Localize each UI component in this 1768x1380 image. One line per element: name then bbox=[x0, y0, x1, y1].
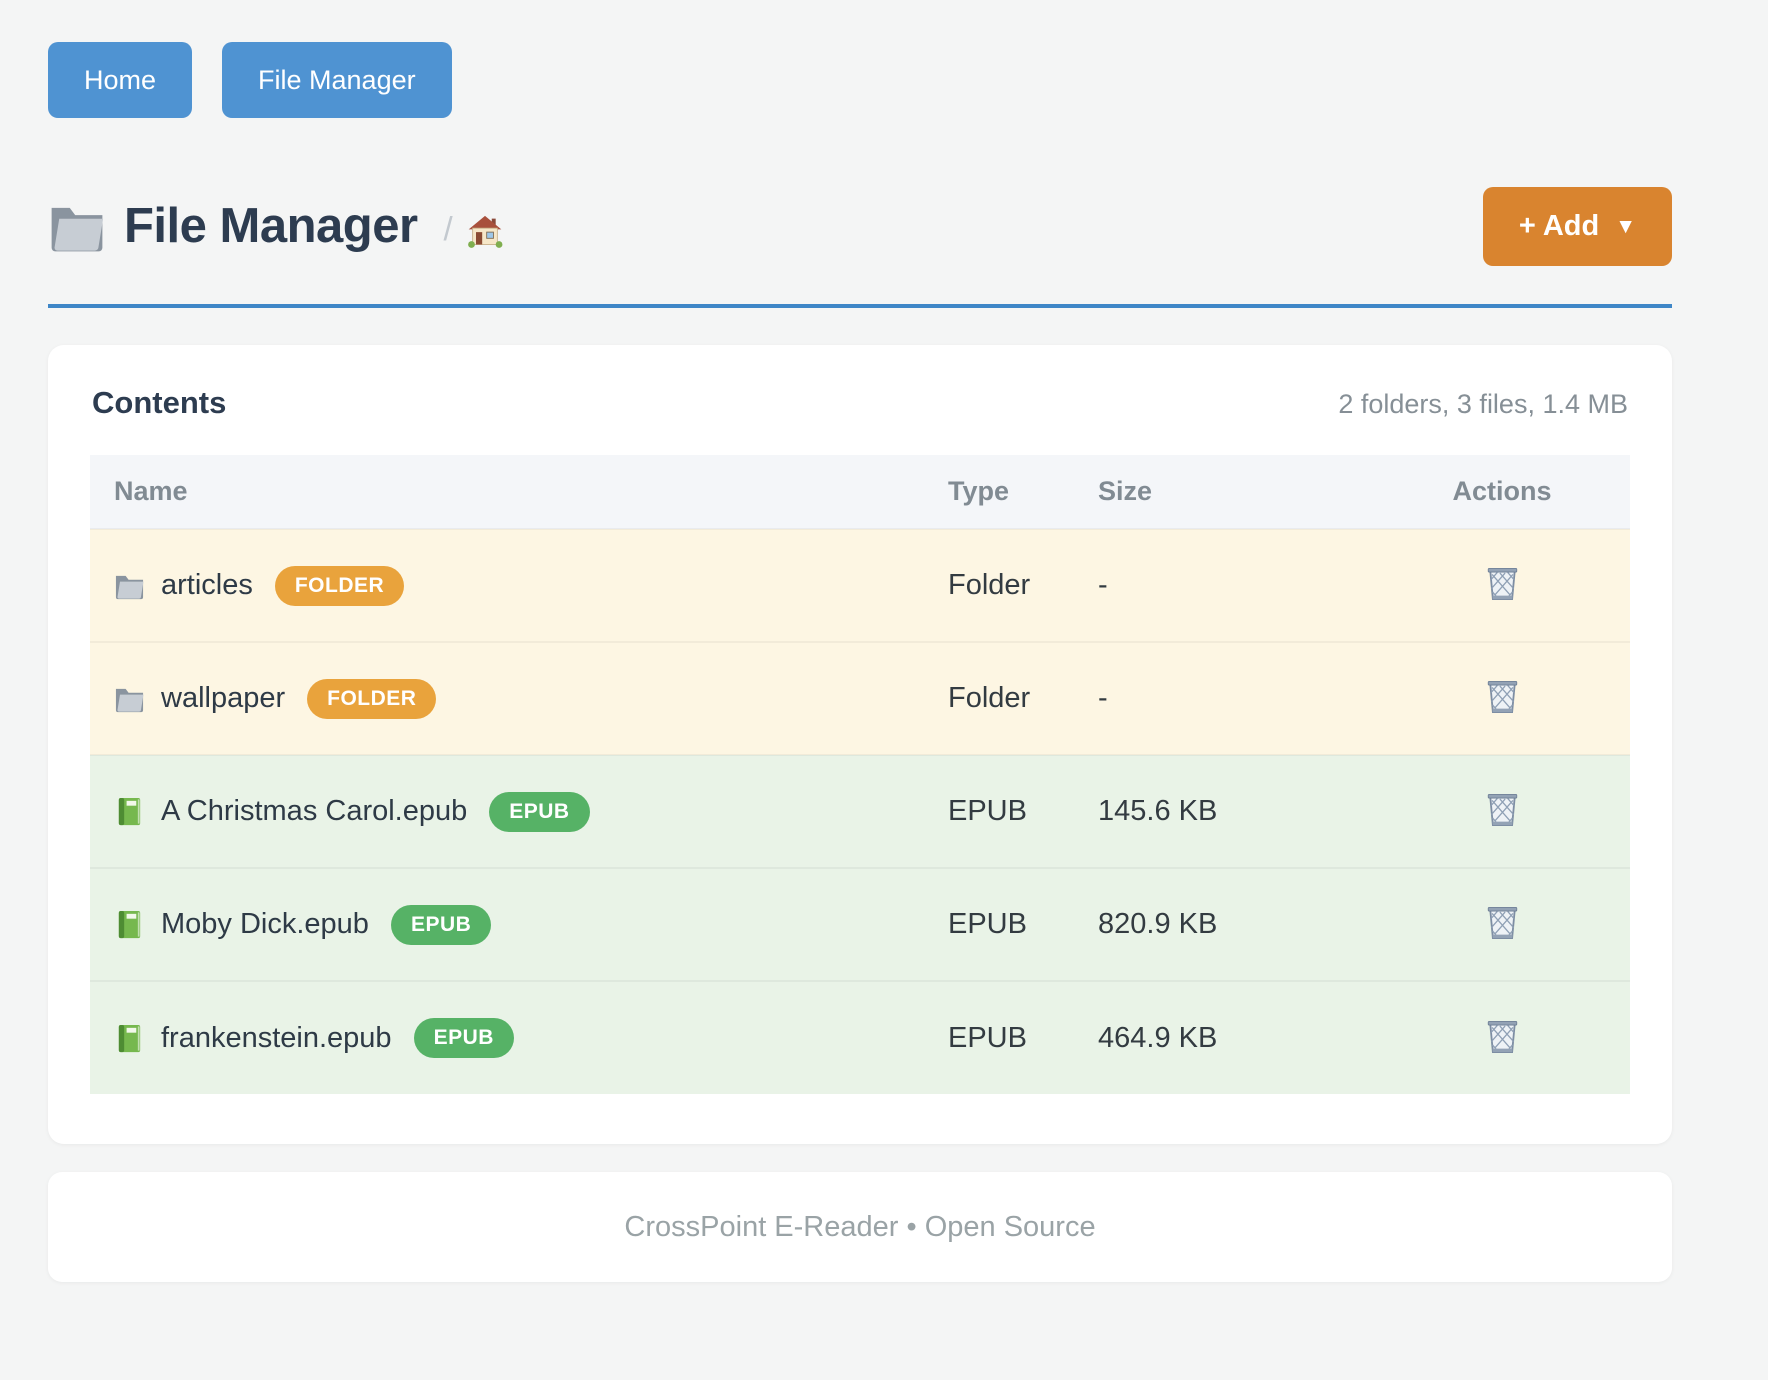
chevron-down-icon: ▼ bbox=[1615, 215, 1636, 238]
file-name[interactable]: articles bbox=[161, 569, 253, 601]
table-row[interactable]: wallpaper FOLDER Folder - bbox=[90, 641, 1630, 755]
table-row[interactable]: Moby Dick.epub EPUB EPUB 820.9 KB bbox=[90, 867, 1630, 981]
type-cell: Folder bbox=[924, 641, 1074, 755]
type-badge: EPUB bbox=[413, 1018, 514, 1058]
type-badge: FOLDER bbox=[307, 678, 437, 719]
nav-file-manager-button[interactable]: File Manager bbox=[222, 42, 452, 118]
column-header-name: Name bbox=[90, 455, 924, 529]
file-name[interactable]: wallpaper bbox=[161, 682, 286, 714]
nav-home-button[interactable]: Home bbox=[48, 42, 193, 118]
type-badge: FOLDER bbox=[274, 565, 405, 606]
type-badge: EPUB bbox=[390, 904, 492, 945]
file-name[interactable]: frankenstein.epub bbox=[161, 1021, 392, 1054]
column-header-size: Size bbox=[1074, 455, 1374, 529]
page-header: File Manager / + Add ▼ bbox=[48, 184, 1672, 268]
table-row[interactable]: A Christmas Carol.epub EPUB EPUB 145.6 K… bbox=[90, 754, 1630, 868]
file-name[interactable]: A Christmas Carol.epub bbox=[161, 795, 468, 827]
table-row[interactable]: frankenstein.epub EPUB EPUB 464.9 KB bbox=[90, 980, 1630, 1094]
breadcrumb-separator: / bbox=[443, 210, 453, 247]
table-body: articles FOLDER Folder - bbox=[90, 528, 1630, 1094]
file-name[interactable]: Moby Dick.epub bbox=[161, 908, 369, 940]
header-divider bbox=[48, 304, 1672, 308]
book-icon bbox=[118, 910, 141, 939]
contents-card: Contents 2 folders, 3 files, 1.4 MB Name… bbox=[48, 345, 1672, 1144]
trash-icon[interactable] bbox=[1480, 1013, 1525, 1060]
column-header-actions: Actions bbox=[1374, 455, 1630, 529]
footer-text: CrossPoint E-Reader • Open Source bbox=[624, 1210, 1096, 1243]
folder-icon bbox=[115, 575, 144, 600]
size-cell: - bbox=[1074, 528, 1374, 642]
folder-icon bbox=[51, 207, 104, 252]
book-icon bbox=[118, 797, 141, 826]
type-cell: Folder bbox=[924, 528, 1074, 642]
size-cell: - bbox=[1074, 641, 1374, 755]
add-button-label: + Add bbox=[1518, 209, 1600, 242]
page-title: File Manager bbox=[124, 199, 418, 253]
type-cell: EPUB bbox=[924, 754, 1074, 868]
table-header-row: Name Type Size Actions bbox=[90, 455, 1630, 529]
contents-summary: 2 folders, 3 files, 1.4 MB bbox=[1338, 389, 1628, 419]
trash-icon[interactable] bbox=[1480, 786, 1525, 833]
footer: CrossPoint E-Reader • Open Source bbox=[48, 1172, 1672, 1282]
house-icon[interactable] bbox=[467, 213, 503, 249]
add-button[interactable]: + Add ▼ bbox=[1482, 186, 1672, 266]
folder-icon bbox=[115, 688, 144, 713]
card-header: Contents 2 folders, 3 files, 1.4 MB bbox=[90, 385, 1630, 421]
card-title: Contents bbox=[92, 385, 227, 420]
size-cell: 464.9 KB bbox=[1074, 980, 1374, 1094]
size-cell: 145.6 KB bbox=[1074, 754, 1374, 868]
book-icon bbox=[118, 1024, 141, 1052]
table-row[interactable]: articles FOLDER Folder - bbox=[90, 528, 1630, 642]
top-nav: Home File Manager bbox=[48, 42, 1672, 118]
title-group: File Manager / bbox=[48, 198, 1483, 254]
trash-icon[interactable] bbox=[1480, 899, 1525, 946]
type-cell: EPUB bbox=[924, 867, 1074, 981]
trash-icon[interactable] bbox=[1480, 560, 1525, 607]
type-cell: EPUB bbox=[924, 980, 1074, 1094]
size-cell: 820.9 KB bbox=[1074, 867, 1374, 981]
file-table: Name Type Size Actions articles bbox=[90, 455, 1630, 1094]
column-header-type: Type bbox=[924, 455, 1074, 529]
trash-icon[interactable] bbox=[1480, 673, 1525, 720]
type-badge: EPUB bbox=[489, 791, 590, 832]
